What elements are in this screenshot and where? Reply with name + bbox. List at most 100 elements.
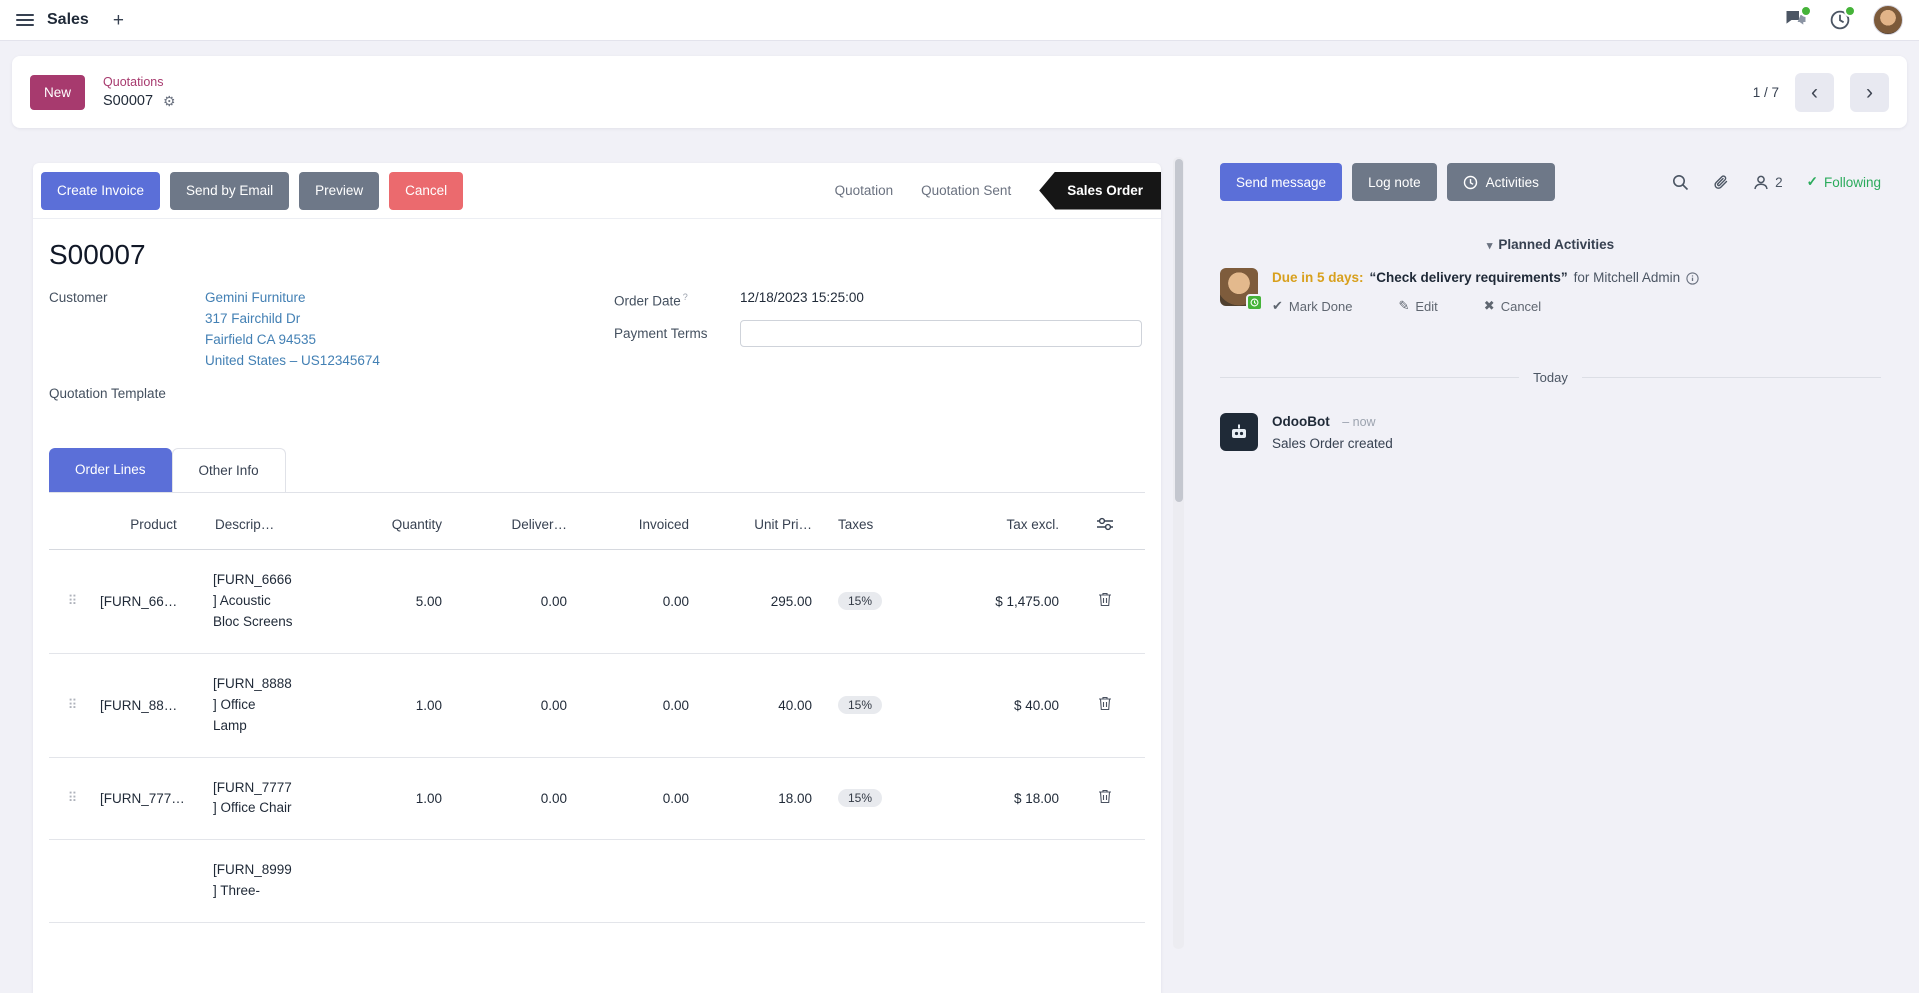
order-line-product[interactable]: [FURN_88… <box>100 697 178 713</box>
messages-icon[interactable] <box>1785 5 1812 31</box>
order-line-delivered[interactable]: 0.00 <box>540 790 567 806</box>
tab-order-lines[interactable]: Order Lines <box>49 448 172 492</box>
col-description[interactable]: Descrip… <box>215 517 275 532</box>
app-name[interactable]: Sales <box>47 11 89 28</box>
search-messages-icon[interactable] <box>1672 174 1689 191</box>
user-avatar[interactable] <box>1873 5 1903 35</box>
activity-type-badge <box>1246 294 1263 311</box>
mark-done-button[interactable]: ✔ Mark Done <box>1272 298 1353 314</box>
delete-line-icon[interactable] <box>1096 787 1114 809</box>
notebook-tabs: Order Lines Other Info <box>49 448 1145 493</box>
new-button[interactable]: New <box>30 74 86 110</box>
drag-handle-icon[interactable]: ⠿ <box>67 697 78 713</box>
order-line-product[interactable]: [FURN_777… <box>100 790 185 806</box>
order-line-quantity[interactable]: 5.00 <box>415 593 442 609</box>
order-line-quantity[interactable]: 1.00 <box>415 790 442 806</box>
col-tax-excl[interactable]: Tax excl. <box>1006 517 1059 532</box>
order-line-taxes[interactable]: 15% <box>816 785 941 811</box>
scrollbar-thumb[interactable] <box>1174 159 1183 502</box>
order-line-taxes[interactable]: 15% <box>816 692 941 718</box>
order-line-product[interactable]: [FURN_66… <box>100 593 178 609</box>
col-invoiced[interactable]: Invoiced <box>638 517 689 532</box>
order-line-invoiced[interactable]: 0.00 <box>662 697 689 713</box>
order-line-quantity[interactable]: 1.00 <box>415 697 442 713</box>
col-taxes[interactable]: Taxes <box>838 517 874 532</box>
preview-button[interactable]: Preview <box>299 171 380 210</box>
customer-address-line[interactable]: 317 Fairchild Dr <box>205 311 301 326</box>
apps-menu-icon[interactable] <box>16 14 34 26</box>
order-line-description[interactable]: [FURN_6666] Acoustic Bloc Screens <box>213 572 293 629</box>
status-step-quotation[interactable]: Quotation <box>834 183 894 198</box>
order-line-row[interactable]: [FURN_8999] Three- <box>49 840 1145 924</box>
order-line-description[interactable]: [FURN_8888] Office Lamp <box>213 675 292 733</box>
send-message-button[interactable]: Send message <box>1220 163 1343 201</box>
robot-icon <box>1232 424 1246 438</box>
order-line-delivered[interactable]: 0.00 <box>540 697 567 713</box>
customer-label: Customer <box>49 290 108 305</box>
delete-line-icon[interactable] <box>1096 694 1114 716</box>
order-line-invoiced[interactable]: 0.00 <box>662 593 689 609</box>
breadcrumb-parent-link[interactable]: Quotations <box>103 74 164 89</box>
customer-name-link[interactable]: Gemini Furniture <box>205 290 306 305</box>
order-line-description[interactable]: [FURN_7777] Office Chair <box>213 779 292 816</box>
payment-terms-input[interactable] <box>740 319 1142 347</box>
odoobot-avatar[interactable] <box>1220 413 1258 451</box>
status-step-sales-order-active[interactable]: Sales Order <box>1039 171 1161 210</box>
delete-line-icon[interactable] <box>1096 590 1114 612</box>
following-toggle[interactable]: ✓ Following <box>1806 174 1881 190</box>
attachments-icon[interactable] <box>1713 174 1729 191</box>
order-line-taxes[interactable]: 15% <box>816 588 941 614</box>
activities-tray-icon[interactable] <box>1829 5 1856 31</box>
customer-address-line[interactable]: Fairfield CA 94535 <box>205 332 317 347</box>
order-line-invoiced[interactable]: 0.00 <box>662 790 689 806</box>
order-line-subtotal: $ 1,475.00 <box>995 593 1059 609</box>
pencil-icon: ✎ <box>1398 298 1410 313</box>
pager-next-button[interactable]: › <box>1850 72 1889 112</box>
vertical-scrollbar[interactable] <box>1173 157 1184 949</box>
edit-activity-button[interactable]: ✎ Edit <box>1398 298 1438 314</box>
order-line-unit-price[interactable]: 40.00 <box>778 697 812 713</box>
optional-columns-icon[interactable] <box>1096 517 1113 534</box>
drag-handle-icon[interactable]: ⠿ <box>67 790 78 806</box>
customer-address-line[interactable]: United States – US12345674 <box>205 353 380 368</box>
activity-user-avatar[interactable] <box>1220 268 1263 311</box>
order-line-delivered[interactable]: 0.00 <box>540 593 567 609</box>
drag-handle-icon[interactable]: ⠿ <box>67 593 78 609</box>
cancel-activity-button[interactable]: ✖ Cancel <box>1483 298 1542 314</box>
planned-activities-header[interactable]: ▾ Planned Activities <box>1486 237 1615 252</box>
activity-summary: “Check delivery requirements” <box>1369 270 1568 285</box>
order-line-row[interactable]: ⠿ [FURN_88… [FURN_8888] Office Lamp 1.00… <box>49 654 1145 758</box>
order-line-product[interactable] <box>96 877 211 885</box>
message-body: Sales Order created <box>1272 436 1393 451</box>
order-line-unit-price[interactable]: 18.00 <box>778 790 812 806</box>
col-quantity[interactable]: Quantity <box>391 517 442 532</box>
tab-other-info[interactable]: Other Info <box>171 448 286 492</box>
order-line-subtotal: $ 40.00 <box>1013 697 1059 713</box>
activity-item: Due in 5 days: “Check delivery requireme… <box>1220 268 1881 314</box>
info-icon[interactable] <box>1686 271 1699 285</box>
customer-value: Gemini Furniture 317 Fairchild Dr Fairfi… <box>205 287 380 371</box>
col-product[interactable]: Product <box>130 517 177 532</box>
log-note-button[interactable]: Log note <box>1352 163 1437 201</box>
order-line-subtotal: $ 18.00 <box>1013 790 1059 806</box>
order-line-unit-price[interactable]: 295.00 <box>770 593 812 609</box>
cancel-button[interactable]: Cancel <box>389 171 464 210</box>
col-unit-price[interactable]: Unit Pri… <box>754 517 812 532</box>
notification-badge <box>1844 5 1856 17</box>
send-by-email-button[interactable]: Send by Email <box>170 171 290 210</box>
activities-button[interactable]: Activities <box>1446 163 1555 201</box>
pager-previous-button[interactable]: ‹ <box>1795 72 1834 112</box>
create-invoice-button[interactable]: Create Invoice <box>41 171 161 210</box>
date-divider: Today <box>1220 370 1882 385</box>
order-date-value[interactable]: 12/18/2023 15:25:00 <box>740 290 864 305</box>
status-step-quotation-sent[interactable]: Quotation Sent <box>921 183 1012 198</box>
gear-icon[interactable]: ⚙ <box>163 92 176 109</box>
quotation-template-label: Quotation Template <box>49 386 166 401</box>
col-delivered[interactable]: Deliver… <box>511 517 567 532</box>
followers-button[interactable]: 2 <box>1753 175 1783 190</box>
plus-icon[interactable]: + <box>112 9 124 31</box>
message-author[interactable]: OdooBot <box>1272 414 1330 429</box>
order-line-row[interactable]: ⠿ [FURN_777… [FURN_7777] Office Chair 1.… <box>49 758 1145 841</box>
order-line-description[interactable]: [FURN_8999] Three- <box>213 862 292 899</box>
order-line-row[interactable]: ⠿ [FURN_66… [FURN_6666] Acoustic Bloc Sc… <box>49 550 1145 654</box>
